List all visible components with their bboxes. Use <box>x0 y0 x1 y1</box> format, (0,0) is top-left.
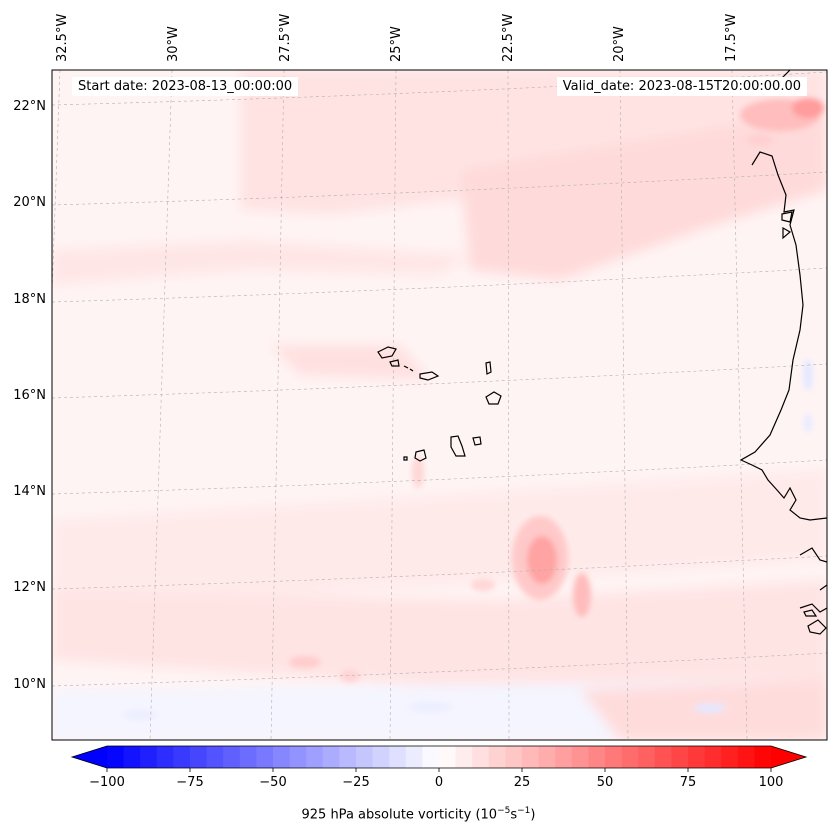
colorbar-segment <box>671 746 689 768</box>
colorbar-segment <box>372 746 390 768</box>
lon-label: 25°W <box>389 26 404 62</box>
colorbar-segment <box>356 746 373 768</box>
colorbar-label-unit: s <box>510 807 518 823</box>
colorbar-min-extend <box>72 746 107 768</box>
colorbar-segment <box>605 746 622 768</box>
lon-label: 17.5°W <box>724 14 739 62</box>
colorbar-tick-label: 25 <box>514 775 531 790</box>
colorbar-segment <box>522 746 539 768</box>
colorbar-segment <box>505 746 523 768</box>
colorbar-label-exponent: −5 <box>497 806 511 816</box>
colorbar-segment <box>688 746 705 768</box>
colorbar-segment <box>588 746 606 768</box>
colorbar-segment <box>704 746 722 768</box>
colorbar-segment <box>256 746 274 768</box>
lon-label: 27.5°W <box>278 14 293 62</box>
colorbar-tick-label: −50 <box>259 775 286 790</box>
colorbar-segment <box>322 746 340 768</box>
colorbar-segment <box>555 746 573 768</box>
colorbar-segment <box>488 746 506 768</box>
colorbar-tick-label: −25 <box>342 775 369 790</box>
colorbar-segment <box>638 746 656 768</box>
colorbar-segment <box>754 746 772 768</box>
colorbar-tick-label: −100 <box>89 775 125 790</box>
colorbar-segment <box>156 746 174 768</box>
lat-label: 20°N <box>13 195 46 210</box>
latitude-labels: 22°N 20°N 18°N 16°N 14°N 12°N 10°N <box>13 99 46 692</box>
colorbar-segment <box>621 746 639 768</box>
lat-label: 14°N <box>13 484 46 499</box>
colorbar-segment <box>405 746 423 768</box>
lat-label: 12°N <box>13 580 46 595</box>
lat-label: 16°N <box>13 388 46 403</box>
colorbar-segment <box>289 746 307 768</box>
lon-label: 20°W <box>612 26 627 62</box>
colorbar-segment <box>737 746 755 768</box>
lon-label: 22.5°W <box>501 14 516 62</box>
map-frame <box>51 69 828 741</box>
colorbar-segment <box>571 746 589 768</box>
colorbar: −100 −75 −50 −25 0 25 50 75 100 <box>70 745 808 790</box>
colorbar-segment <box>123 746 141 768</box>
graticule <box>52 70 827 740</box>
colorbar-tick-label: 75 <box>680 775 697 790</box>
vorticity-field <box>52 70 827 740</box>
colorbar-label-end: ) <box>530 807 536 823</box>
lat-label: 22°N <box>13 99 46 114</box>
colorbar-segment <box>455 746 473 768</box>
colorbar-segment <box>721 746 739 768</box>
colorbar-segment <box>306 746 324 768</box>
valid-date-label: Valid_date: 2023-08-15T20:00:00.00 <box>556 77 807 96</box>
colorbar-segment <box>223 746 241 768</box>
colorbar-segment <box>206 746 224 768</box>
colorbar-segment <box>190 746 207 768</box>
colorbar-segment <box>422 746 440 768</box>
colorbar-max-extend <box>771 746 806 768</box>
lat-label: 10°N <box>13 677 46 692</box>
colorbar-segment <box>273 746 290 768</box>
colorbar-tick-label: 100 <box>759 775 784 790</box>
colorbar-label-exponent-2: −1 <box>517 806 531 816</box>
lon-label: 30°W <box>166 26 181 62</box>
colorbar-segment <box>439 746 456 768</box>
colorbar-segment <box>472 746 490 768</box>
colorbar-segment <box>140 746 158 768</box>
colorbar-segment <box>654 746 672 768</box>
start-date-label: Start date: 2023-08-13_00:00:00 <box>72 77 299 96</box>
colorbar-segment <box>538 746 556 768</box>
colorbar-segments <box>107 746 772 768</box>
longitude-labels: 32.5°W 30°W 27.5°W 25°W 22.5°W 20°W 17.5… <box>55 14 739 62</box>
colorbar-segment <box>239 746 257 768</box>
colorbar-segment <box>173 746 191 768</box>
colorbar-ticks: −100 −75 −50 −25 0 25 50 75 100 <box>89 768 783 790</box>
colorbar-tick-label: 50 <box>597 775 614 790</box>
colorbar-tick-label: −75 <box>176 775 203 790</box>
colorbar-label: 925 hPa absolute vorticity (10−5s−1) <box>0 806 837 822</box>
colorbar-tick-label: 0 <box>435 775 443 790</box>
lat-label: 18°N <box>13 292 46 307</box>
colorbar-label-text: 925 hPa absolute vorticity (10 <box>301 807 498 823</box>
lon-label: 32.5°W <box>55 14 70 62</box>
colorbar-segment <box>389 746 407 768</box>
colorbar-segment <box>339 746 357 768</box>
colorbar-segment <box>107 746 124 768</box>
